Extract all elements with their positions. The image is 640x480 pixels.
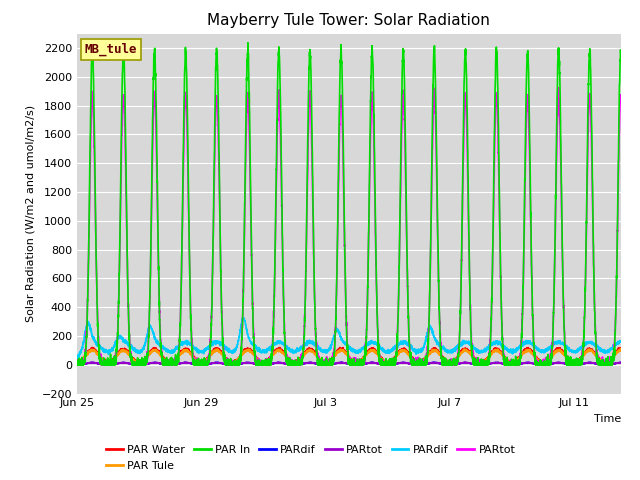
Legend: PAR Water, PAR Tule, PAR In, PARdif, PARtot, PARdif, PARtot: PAR Water, PAR Tule, PAR In, PARdif, PAR… — [102, 441, 520, 475]
X-axis label: Time: Time — [593, 414, 621, 424]
Y-axis label: Solar Radiation (W/m2 and umol/m2/s): Solar Radiation (W/m2 and umol/m2/s) — [26, 105, 36, 322]
Title: Mayberry Tule Tower: Solar Radiation: Mayberry Tule Tower: Solar Radiation — [207, 13, 490, 28]
Text: MB_tule: MB_tule — [85, 43, 138, 56]
